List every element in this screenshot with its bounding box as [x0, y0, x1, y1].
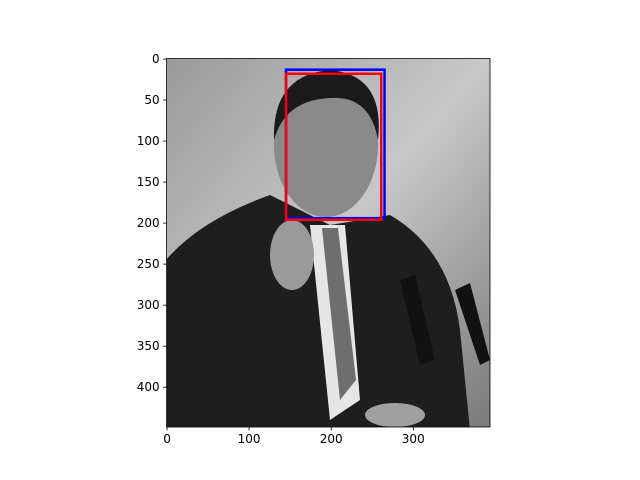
axes-frame	[166, 58, 491, 428]
y-tick-label: 250	[137, 257, 160, 271]
y-tick-label: 300	[137, 298, 160, 312]
x-tick-label: 200	[320, 432, 343, 446]
photo	[166, 58, 490, 427]
y-tick-label: 200	[137, 216, 160, 230]
x-tick-label: 100	[238, 432, 261, 446]
bounding-box	[284, 72, 383, 222]
x-tick-label: 0	[163, 432, 171, 446]
y-tick-label: 400	[137, 380, 160, 394]
y-tick-label: 350	[137, 339, 160, 353]
y-tick-label: 100	[137, 134, 160, 148]
x-tick-label: 300	[402, 432, 425, 446]
y-tick-label: 150	[137, 175, 160, 189]
y-tick-label: 0	[152, 52, 160, 66]
y-tick-label: 50	[144, 93, 159, 107]
